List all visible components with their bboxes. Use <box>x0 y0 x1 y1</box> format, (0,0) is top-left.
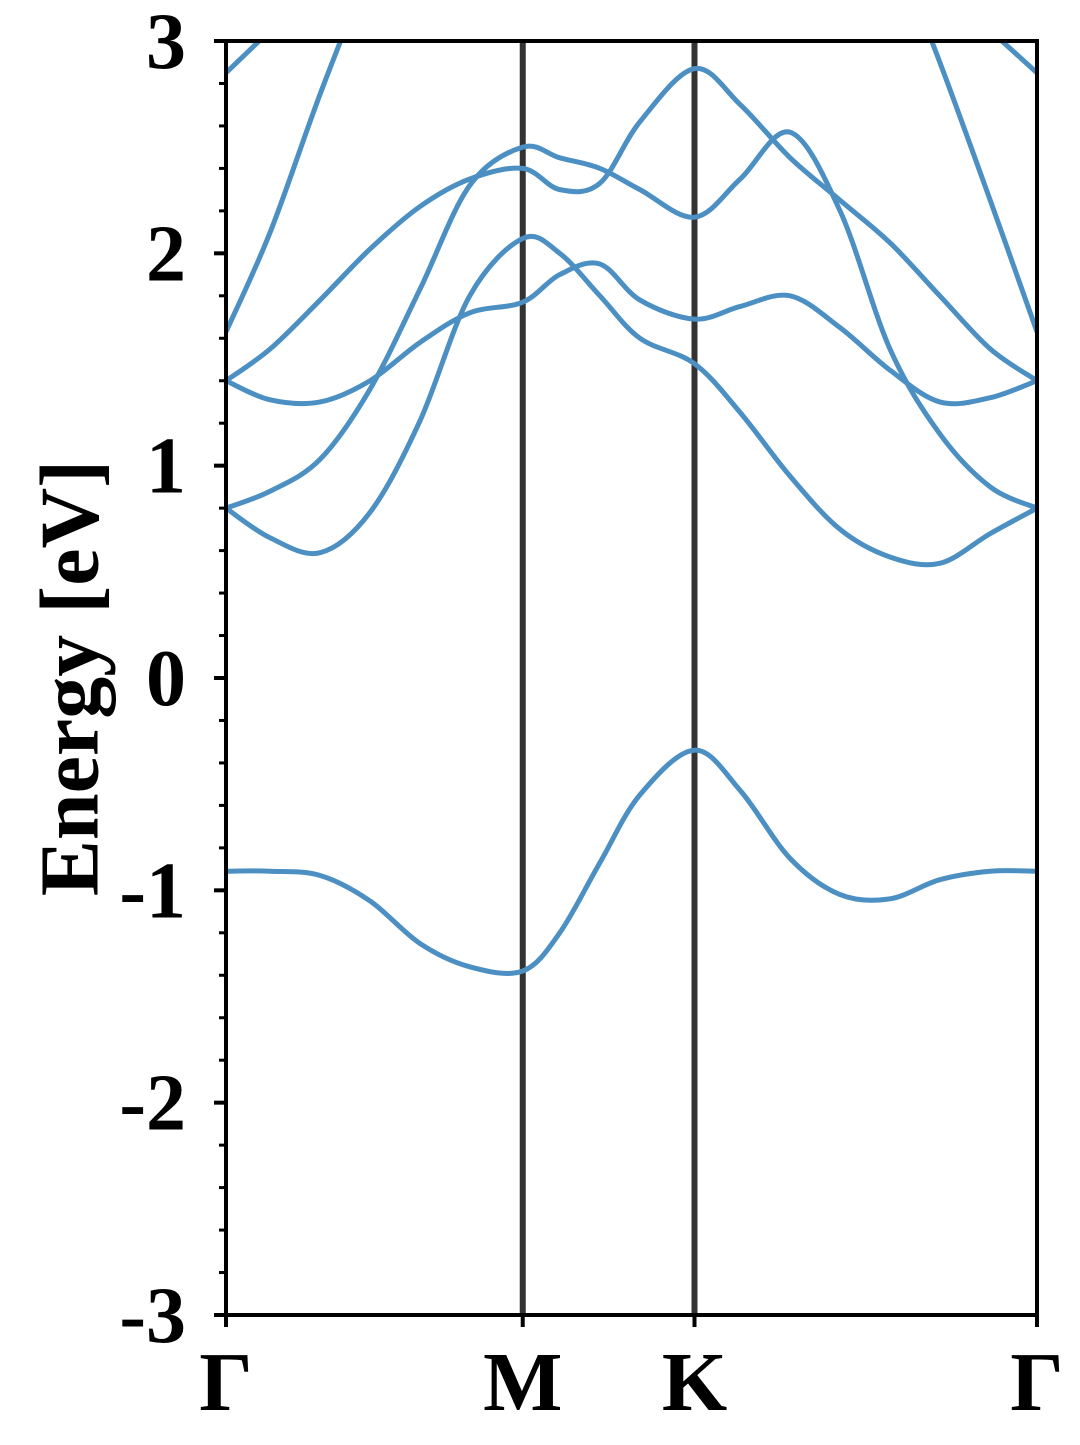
band-line <box>929 41 1037 333</box>
x-tick-label: K <box>662 1336 727 1429</box>
band-line <box>226 129 1037 511</box>
band-line <box>226 260 1037 407</box>
plot-area <box>226 41 1037 976</box>
y-tick-label: 0 <box>146 635 186 723</box>
y-tick-label: 3 <box>146 0 186 86</box>
band-line <box>226 233 1037 568</box>
y-tick-label: 1 <box>146 423 186 511</box>
y-tick-label: -3 <box>119 1272 186 1360</box>
x-tick-label: Γ <box>1010 1336 1063 1429</box>
band-line <box>226 747 1037 976</box>
plot-frame <box>224 39 1039 1317</box>
x-tick-label: Γ <box>199 1336 252 1429</box>
y-axis-label: Energy [eV] <box>23 460 116 896</box>
band-line <box>998 41 1037 75</box>
band-line <box>226 66 1037 383</box>
x-tick-label: M <box>483 1336 562 1429</box>
y-tick-label: 2 <box>146 210 186 298</box>
band-line <box>226 41 263 75</box>
y-tick-label: -1 <box>119 847 186 935</box>
band-line <box>226 41 344 333</box>
y-tick-label: -2 <box>119 1060 186 1148</box>
